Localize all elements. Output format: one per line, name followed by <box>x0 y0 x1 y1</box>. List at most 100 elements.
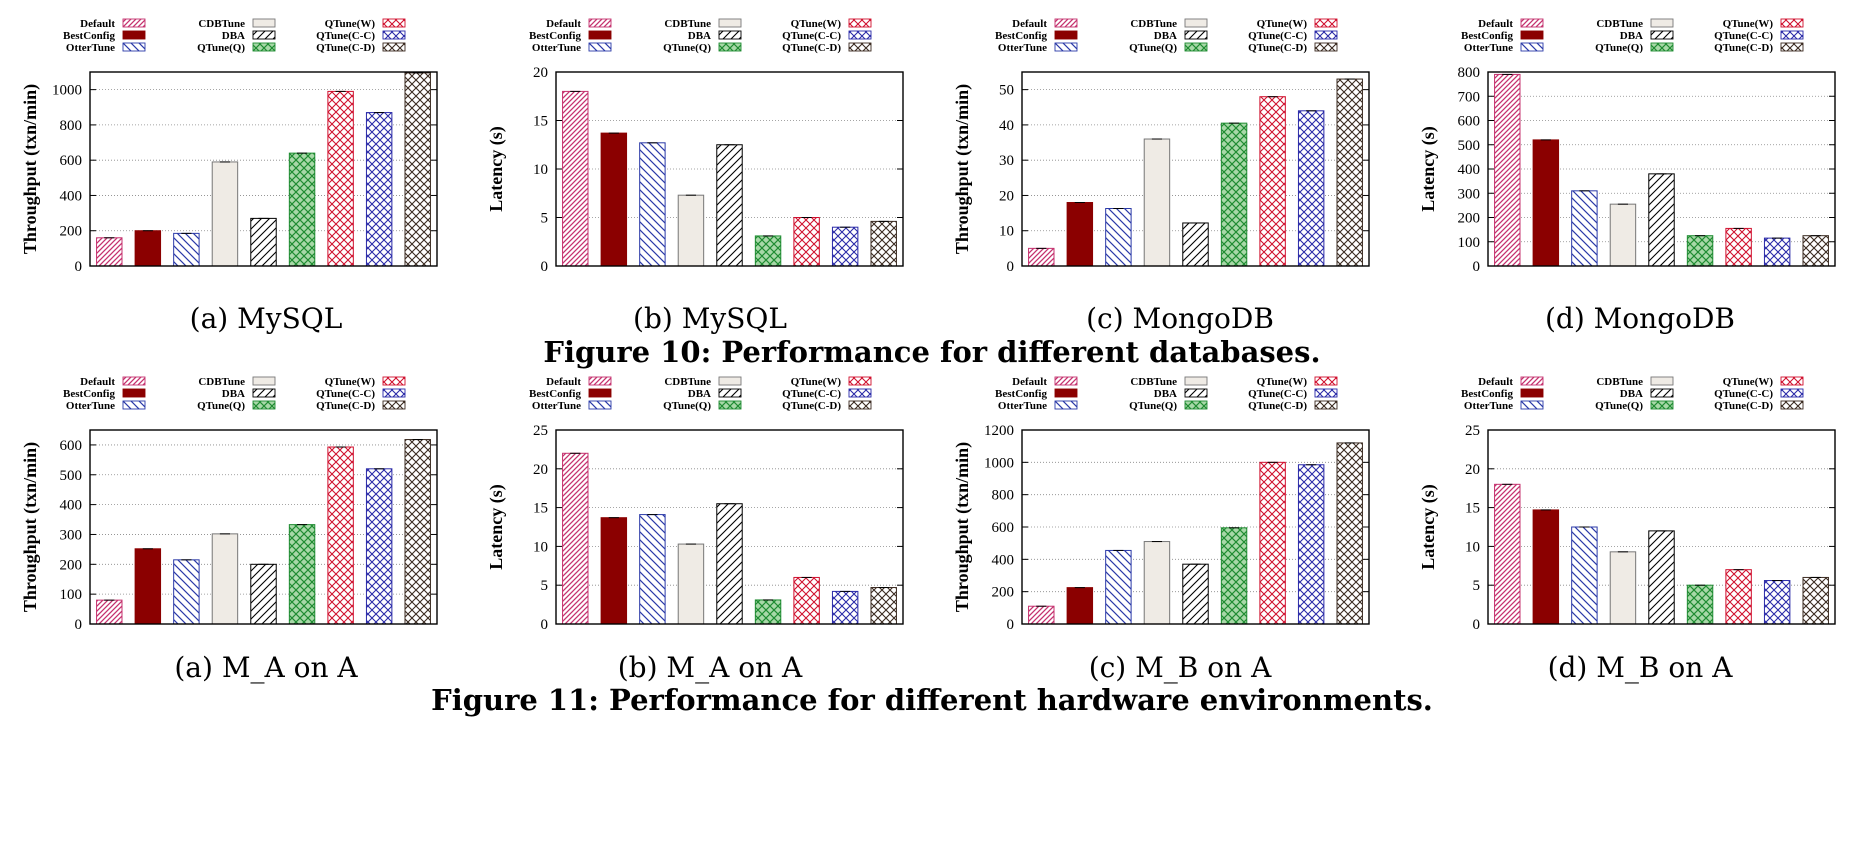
legend-swatch <box>1054 400 1078 410</box>
chart-panel-10a: Default BestConfig OtterTune CDBTune DBA QTun… <box>0 0 466 340</box>
y-tick-label: 400 <box>992 552 1015 568</box>
bar <box>1105 208 1132 267</box>
legend-label: BestConfig <box>63 388 115 400</box>
bar <box>404 439 431 625</box>
legend-label: BestConfig <box>1461 388 1513 400</box>
legend-swatch <box>848 30 872 40</box>
y-tick-label: 10 <box>999 224 1014 240</box>
bar <box>365 112 393 267</box>
chart-panel-11a: Default BestConfig OtterTune CDBTune DBA QTun… <box>0 358 466 698</box>
bar <box>134 548 162 625</box>
legend-swatch <box>1054 30 1078 40</box>
bar <box>1648 530 1675 625</box>
legend-label: QTune(Q) <box>663 400 711 412</box>
legend-swatch <box>122 18 146 28</box>
bar <box>1028 247 1055 267</box>
legend-label: DBA <box>688 30 711 42</box>
y-tick-label: 15 <box>533 501 548 517</box>
legend-label: QTune(Q) <box>1595 400 1643 412</box>
bar <box>677 543 705 625</box>
legend-label: QTune(Q) <box>197 42 245 54</box>
legend-swatch <box>1184 18 1208 28</box>
legend-label: OtterTune <box>532 42 581 54</box>
legend-swatch <box>588 376 612 386</box>
bar <box>1494 73 1521 267</box>
bar <box>173 559 200 625</box>
legend-swatch <box>1650 42 1674 52</box>
y-tick-label: 40 <box>999 118 1014 134</box>
bar <box>327 90 354 267</box>
legend-swatch <box>848 42 872 52</box>
legend-swatch <box>382 30 406 40</box>
y-tick-label: 15 <box>533 114 548 130</box>
bar <box>1648 173 1675 267</box>
sub-caption: (c) M_B on A <box>1088 651 1272 684</box>
y-axis-label: Throughput (txn/min) <box>20 442 41 612</box>
legend-swatch <box>1780 376 1804 386</box>
bar <box>1609 551 1637 625</box>
legend-label: Default <box>1012 18 1047 30</box>
legend-label: QTune(W) <box>1257 18 1308 30</box>
legend-label: Default <box>1478 376 1513 388</box>
sub-caption: (a) M_A on A <box>174 651 358 684</box>
plot-frame <box>1487 71 1836 267</box>
legend-swatch <box>848 18 872 28</box>
y-tick-label: 5 <box>541 211 549 227</box>
y-axis-label: Latency (s) <box>1418 484 1439 569</box>
legend-label: CDBTune <box>664 376 711 388</box>
legend-label: CDBTune <box>664 18 711 30</box>
bar <box>1259 461 1286 625</box>
legend-label: QTune(C-D) <box>1248 42 1307 54</box>
legend-label: BestConfig <box>63 30 115 42</box>
legend-label: QTune(W) <box>1257 376 1308 388</box>
legend-swatch <box>1184 388 1208 398</box>
legend-label: QTune(C-D) <box>1714 400 1773 412</box>
bar <box>562 452 589 625</box>
y-tick-label: 800 <box>1458 65 1481 81</box>
legend-label: QTune(Q) <box>197 400 245 412</box>
legend-swatch <box>1054 376 1078 386</box>
legend-swatch <box>1184 30 1208 40</box>
bar <box>754 235 782 267</box>
legend-label: Default <box>1012 376 1047 388</box>
legend-swatch <box>588 400 612 410</box>
legend-swatch <box>1650 30 1674 40</box>
y-tick-label: 400 <box>60 188 83 204</box>
legend-swatch <box>1054 42 1078 52</box>
legend-swatch <box>1314 376 1338 386</box>
bar <box>1686 235 1714 267</box>
legend-swatch <box>1520 42 1544 52</box>
legend-swatch <box>718 400 742 410</box>
chart-svg: DefaultBestConfigOtterTuneCDBTuneDBAQTun… <box>1418 18 1836 275</box>
legend-label: OtterTune <box>66 42 115 54</box>
legend-label: QTune(W) <box>1723 18 1774 30</box>
bar <box>1763 580 1791 625</box>
legend-label: CDBTune <box>1596 18 1643 30</box>
bar <box>250 217 277 267</box>
figure-caption: Figure 11: Performance for different har… <box>431 683 1433 717</box>
y-tick-label: 0 <box>541 617 549 633</box>
legend-label: QTune(C-D) <box>1714 42 1773 54</box>
legend-swatch <box>1184 42 1208 52</box>
legend-label: OtterTune <box>532 400 581 412</box>
bar <box>1220 527 1248 625</box>
y-tick-label: 400 <box>1458 162 1481 178</box>
figure-caption: Figure 10: Performance for different dat… <box>543 335 1321 369</box>
legend-label: OtterTune <box>998 400 1047 412</box>
y-axis-label: Throughput (txn/min) <box>952 84 973 254</box>
y-tick-label: 1000 <box>984 455 1014 471</box>
legend-swatch <box>588 42 612 52</box>
legend-swatch <box>252 376 276 386</box>
legend-swatch <box>382 42 406 52</box>
bar <box>1609 203 1637 267</box>
y-tick-label: 10 <box>1465 539 1480 555</box>
legend-swatch <box>1780 388 1804 398</box>
legend-label: Default <box>80 376 115 388</box>
legend-label: OtterTune <box>1464 42 1513 54</box>
plot-frame <box>555 71 904 267</box>
bar <box>793 217 820 267</box>
y-tick-label: 25 <box>1465 423 1480 439</box>
bar <box>288 524 316 625</box>
legend-swatch <box>718 30 742 40</box>
